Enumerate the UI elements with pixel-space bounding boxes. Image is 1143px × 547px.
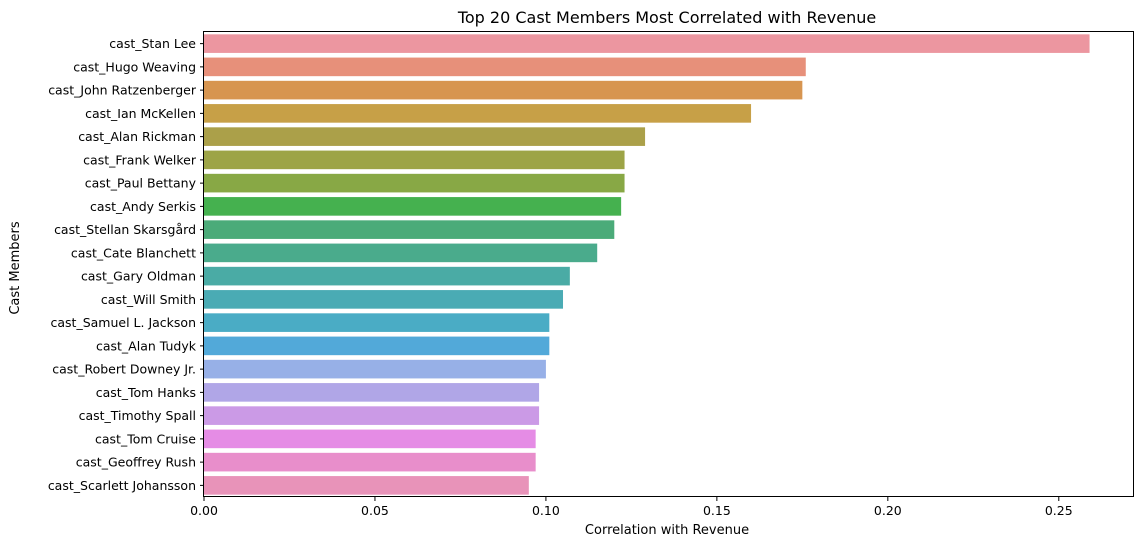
bar bbox=[204, 313, 550, 332]
y-tick-label: cast_Frank Welker bbox=[83, 152, 197, 167]
bars-layer bbox=[204, 34, 1090, 495]
bar bbox=[204, 150, 625, 170]
bar bbox=[204, 243, 598, 263]
x-tick-label: 0.20 bbox=[874, 503, 902, 518]
bar bbox=[204, 336, 550, 356]
chart-title: Top 20 Cast Members Most Correlated with… bbox=[457, 8, 876, 27]
y-tick-label: cast_Hugo Weaving bbox=[73, 59, 196, 74]
y-tick-label: cast_Paul Bettany bbox=[85, 176, 197, 191]
bar bbox=[204, 220, 615, 239]
bar bbox=[204, 173, 625, 193]
x-tick-label: 0.00 bbox=[190, 503, 218, 518]
bar bbox=[204, 104, 752, 123]
y-tick-label: cast_Will Smith bbox=[101, 292, 196, 307]
y-tick-label: cast_John Ratzenberger bbox=[48, 83, 197, 98]
plot-frame bbox=[203, 31, 1134, 497]
y-tick-label: cast_Alan Tudyk bbox=[96, 338, 197, 353]
bar bbox=[204, 197, 622, 216]
bar bbox=[204, 266, 570, 286]
y-tick-label: cast_Stan Lee bbox=[109, 36, 196, 51]
bar bbox=[204, 429, 536, 449]
y-tick-label: cast_Scarlett Johansson bbox=[48, 478, 196, 493]
y-tick-label: cast_Cate Blanchett bbox=[71, 245, 196, 260]
x-axis: 0.00 0.05 0.10 0.15 0.20 0.25 bbox=[190, 497, 1073, 518]
x-tick-label: 0.10 bbox=[532, 503, 560, 518]
bar bbox=[204, 359, 546, 379]
x-axis-label: Correlation with Revenue bbox=[585, 523, 749, 538]
y-axis-label: Cast Members bbox=[8, 221, 23, 315]
bar bbox=[204, 34, 1090, 53]
y-tick-label: cast_Tom Hanks bbox=[96, 385, 196, 400]
y-tick-label: cast_Samuel L. Jackson bbox=[51, 315, 196, 330]
x-tick-label: 0.25 bbox=[1045, 503, 1073, 518]
bar bbox=[204, 406, 540, 425]
y-tick-label: cast_Timothy Spall bbox=[79, 408, 196, 423]
y-tick-label: cast_Robert Downey Jr. bbox=[52, 362, 196, 377]
bar bbox=[204, 476, 529, 495]
y-tick-label: cast_Stellan Skarsgård bbox=[54, 222, 196, 237]
y-tick-label: cast_Geoffrey Rush bbox=[76, 455, 196, 470]
y-axis: cast_Stan Lee cast_Hugo Weaving cast_John … bbox=[48, 36, 204, 493]
bar bbox=[204, 80, 803, 100]
y-tick-label: cast_Tom Cruise bbox=[95, 431, 196, 446]
bar bbox=[204, 383, 540, 402]
bar bbox=[204, 57, 806, 77]
x-tick-label: 0.05 bbox=[361, 503, 389, 518]
bar bbox=[204, 127, 646, 146]
x-tick-label: 0.15 bbox=[703, 503, 731, 518]
bar bbox=[204, 290, 564, 309]
y-tick-label: cast_Ian McKellen bbox=[85, 106, 196, 121]
y-tick-label: cast_Gary Oldman bbox=[81, 269, 196, 284]
bar bbox=[204, 452, 536, 472]
y-tick-label: cast_Alan Rickman bbox=[78, 129, 196, 144]
y-tick-label: cast_Andy Serkis bbox=[90, 199, 196, 214]
